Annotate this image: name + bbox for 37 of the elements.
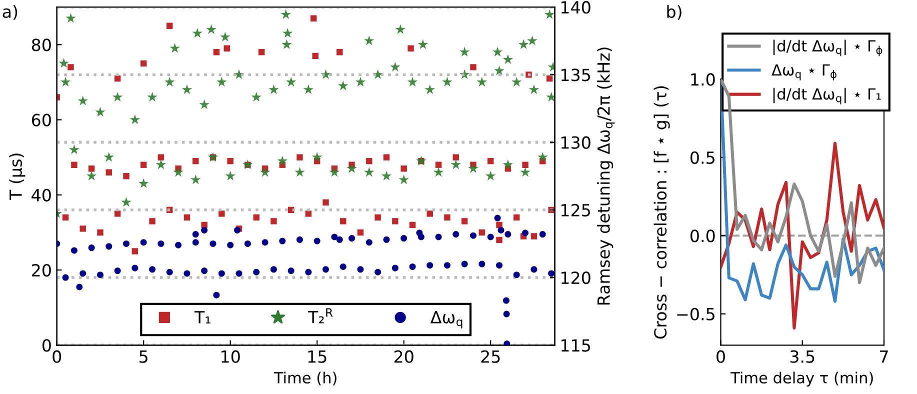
legend-label: T₂$^{R}$ [308, 308, 333, 324]
y-tick-label: 0 [42, 339, 51, 352]
x-tick-label: 10 [222, 350, 240, 363]
x-tick-label: 7 [880, 350, 888, 363]
x-tick-label: 0 [52, 350, 62, 363]
y-tick-label: 0.5 [690, 151, 714, 164]
y2-tick-label: 125 [561, 204, 590, 216]
y2-tick-label: 140 [561, 1, 590, 14]
x-axis-title: Time delay τ (min) [730, 372, 873, 386]
y-tick-label: 60 [32, 114, 51, 126]
y2-tick-label: 130 [561, 136, 590, 149]
chart-title: a) [2, 5, 18, 20]
x-tick-label: 3.5 [790, 350, 814, 363]
x-tick-label: 20 [394, 350, 414, 363]
legend-label: Δω$_{q}$ ⋆ Γ$_{ϕ}$ [772, 64, 836, 80]
y-tick-label: 40 [32, 188, 51, 202]
chart-title: b) [667, 5, 682, 20]
x-tick-label: 0 [716, 350, 725, 363]
legend-label: |d/dt Δω$_{q}$| ⋆ Γ$_{ϕ}$ [773, 40, 882, 56]
y2-axis-title: Ramsey detuning Δω$_{q}$/2π (kHz) [597, 48, 615, 304]
y2-tick-label: 135 [561, 68, 590, 82]
y-tick-label: −0.5 [677, 308, 714, 320]
y-tick-label: 20 [32, 264, 51, 277]
legend-label: T₁ [194, 311, 210, 324]
y-axis-title: T (μs) [9, 154, 26, 200]
y2-tick-label: 115 [561, 339, 590, 352]
y-axis-title: Cross − correlation : [f ⋆ g] (τ) [654, 86, 670, 339]
x-tick-label: 25 [481, 350, 500, 363]
y-tick-label: 1.0 [691, 73, 715, 86]
x-tick-label: 15 [308, 350, 326, 363]
y2-tick-label: 120 [561, 271, 590, 284]
legend-label: |d/dt Δω$_{q}$| ⋆ Γ₁ [773, 88, 881, 104]
y-tick-label: 80 [32, 38, 51, 52]
x-tick-label: 5 [140, 350, 148, 363]
y-tick-label: 0.0 [690, 230, 715, 242]
x-axis-title: Time (h) [274, 372, 336, 386]
legend-label: Δω$_{q}$ [430, 311, 462, 328]
